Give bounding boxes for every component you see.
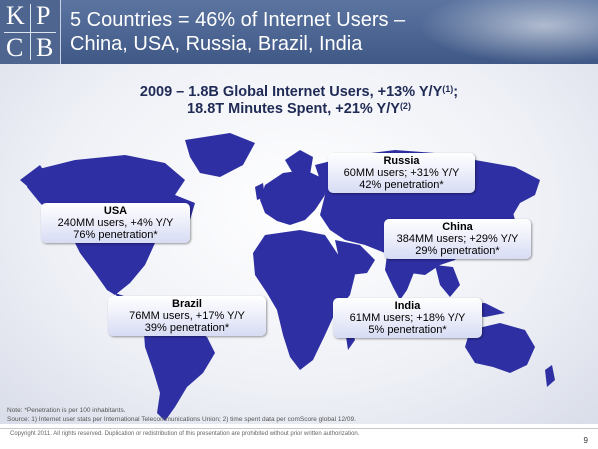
users-stat: 384MM users; +29% Y/Y [396,233,519,245]
callout-china: China 384MM users; +29% Y/Y 29% penetrat… [384,219,531,259]
south-america-shape [143,317,215,421]
callout-russia: Russia 60MM users; +31% Y/Y 42% penetrat… [328,153,475,193]
logo-letter: K [6,1,25,30]
new-zealand-shape [545,365,555,387]
alaska-shape [20,165,50,193]
headline-line-1: 2009 – 1.8B Global Internet Users, +13% … [139,84,443,100]
callout-brazil: Brazil 76MM users, +17% Y/Y 39% penetrat… [108,296,266,336]
footer-divider [0,428,598,429]
southeast-asia-shape [435,265,460,297]
kpcb-logo: K P C B [0,0,61,64]
greenland-shape [185,133,255,177]
logo-letter: B [36,33,54,62]
india-shape [385,255,415,300]
copyright-text: Copyright 2011. All rights reserved. Dup… [10,431,360,437]
headline-punct: ; [453,84,459,100]
footnote-ref-2: (2) [399,101,411,111]
logo-letter: P [36,1,51,30]
users-stat: 76MM users, +17% Y/Y [129,310,245,322]
logo-letter: C [6,33,24,62]
scandinavia-shape [285,150,313,177]
header-decoration [418,0,598,64]
users-stat: 60MM users; +31% Y/Y [343,167,460,179]
users-stat: 61MM users; +18% Y/Y [349,312,466,324]
source-note: Source: 1) Internet user stats per Inter… [7,416,356,423]
country-name: India [394,300,421,312]
slide-title: 5 Countries = 46% of Internet Users – Ch… [70,9,406,55]
country-name: Russia [383,155,420,167]
penetration-note: Note: *Penetration is per 100 inhabitant… [7,407,126,414]
penetration-stat: 76% penetration* [73,229,158,241]
europe-shape [260,170,325,225]
callout-india: India 61MM users; +18% Y/Y 5% penetratio… [333,298,482,338]
slide-headline: 2009 – 1.8B Global Internet Users, +13% … [0,84,598,118]
africa-shape [253,230,355,370]
headline-line-2: 18.8T Minutes Spent, +21% Y/Y [187,101,400,117]
country-name: Brazil [172,298,202,310]
slide-header: K P C B 5 Countries = 46% of Internet Us… [0,0,598,64]
australia-shape [465,323,535,373]
penetration-stat: 29% penetration* [415,245,500,257]
country-name: China [442,221,473,233]
page-number: 9 [583,436,588,445]
uk-shape [255,183,265,200]
footnote-ref-1: (1) [442,84,454,94]
world-map [20,133,555,421]
users-stat: 240MM users, +4% Y/Y [57,217,174,229]
penetration-stat: 42% penetration* [359,179,444,191]
penetration-stat: 5% penetration* [368,324,447,336]
callout-usa: USA 240MM users, +4% Y/Y 76% penetration… [41,203,190,243]
country-name: USA [103,205,128,217]
penetration-stat: 39% penetration* [144,322,230,334]
